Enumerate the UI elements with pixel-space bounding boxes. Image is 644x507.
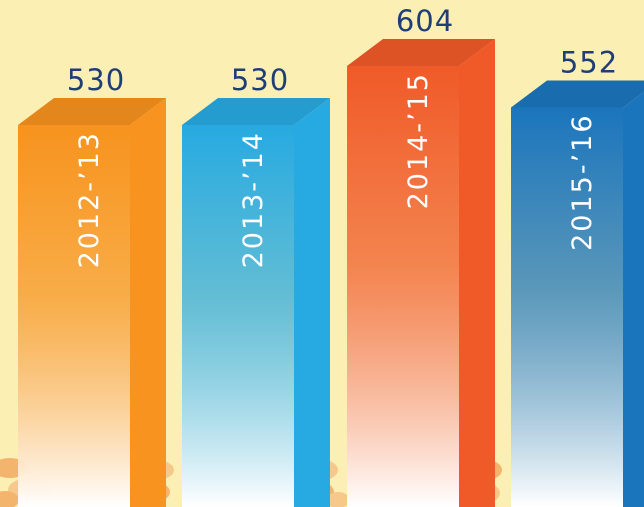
bar-top-face	[347, 39, 495, 66]
bar-3: 604 2014-’15	[347, 4, 495, 507]
bar-side-face	[459, 39, 495, 507]
bars-group: 530 2012-’13 530 2013-’14 604 2014-’15 552 2015…	[18, 4, 644, 507]
bar-1: 530 2012-’13	[18, 63, 166, 507]
bar-2: 530 2013-’14	[182, 63, 330, 507]
bar-front-face	[347, 66, 459, 507]
bar-category-label: 2012-’13	[74, 131, 105, 268]
bar-top-face	[18, 98, 166, 125]
bar-side-face	[130, 98, 166, 507]
ground-blob	[326, 492, 350, 507]
bar-category-label: 2015-’16	[567, 113, 598, 250]
bar-side-face	[294, 98, 330, 507]
bar-value-label: 530	[231, 63, 289, 97]
ground-blob	[0, 491, 19, 507]
bar-category-label: 2013-’14	[238, 131, 269, 268]
bar-front-face	[511, 107, 623, 507]
bar-value-label: 604	[396, 4, 454, 38]
bar-side-face	[623, 91, 644, 507]
bar-value-label: 530	[67, 63, 125, 97]
bar-value-label: 552	[560, 45, 618, 79]
bar-4: 552 2015-’16	[511, 45, 644, 507]
bar-front-face	[182, 125, 294, 507]
bar-top-face	[182, 98, 330, 125]
bar-top-face	[511, 80, 644, 108]
bar-front-face	[18, 125, 130, 507]
bar-category-label: 2014-’15	[403, 72, 434, 209]
